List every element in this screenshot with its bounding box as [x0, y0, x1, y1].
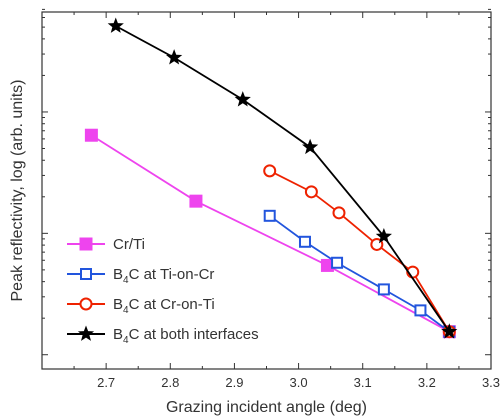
data-point	[414, 304, 427, 317]
plot-frame	[41, 11, 492, 370]
series-layer	[84, 17, 458, 339]
legend-item: B4C at both interfaces	[67, 325, 259, 346]
data-point	[302, 138, 319, 155]
data-point	[441, 323, 458, 339]
legend-label-rest: C at Cr-on-Ti	[129, 296, 215, 313]
data-point	[166, 49, 183, 65]
series-line	[269, 170, 451, 333]
series-line	[115, 25, 451, 333]
x-axis-label: Grazing incident angle (deg)	[166, 399, 367, 416]
x-tick-label: 3.3	[482, 375, 500, 390]
legend-item: Cr/Ti	[67, 236, 145, 253]
data-point	[304, 185, 318, 199]
x-tick-label: 2.9	[225, 375, 243, 390]
legend-label-rest: C at Ti-on-Cr	[129, 266, 215, 283]
data-point	[332, 206, 346, 220]
series-line	[90, 134, 450, 333]
legend-label-main: Cr/Ti	[113, 236, 145, 253]
x-tick-label: 3.2	[418, 375, 436, 390]
legend-marker	[79, 297, 93, 311]
data-point	[298, 235, 311, 248]
legend-label-subscript: 4	[123, 335, 129, 346]
data-point	[320, 258, 334, 272]
data-point	[234, 91, 251, 107]
series-filled-star	[107, 17, 458, 339]
data-point	[263, 209, 276, 222]
legend-label: Cr/Ti	[113, 236, 145, 253]
legend-marker	[79, 237, 93, 251]
x-tick-label: 3.1	[354, 375, 372, 390]
x-tick-label: 2.7	[97, 375, 115, 390]
data-point	[377, 283, 390, 296]
legend-label: B4C at both interfaces	[113, 326, 259, 346]
data-point	[375, 227, 392, 244]
legend-marker	[77, 325, 95, 341]
legend-item: B4C at Ti-on-Cr	[67, 266, 214, 286]
data-point	[84, 128, 98, 142]
legend-label-main: B	[113, 326, 123, 343]
legend-label: B4C at Ti-on-Cr	[113, 266, 214, 286]
data-point	[331, 256, 344, 269]
legend-item: B4C at Cr-on-Ti	[67, 296, 215, 316]
legend-label-main: B	[113, 296, 123, 313]
x-tick-label: 2.8	[161, 375, 179, 390]
legend-label-subscript: 4	[123, 275, 129, 286]
legend-label-main: B	[113, 266, 123, 283]
legend-label-subscript: 4	[123, 305, 129, 316]
x-tick-label: 3.0	[290, 375, 308, 390]
legend-label-rest: C at both interfaces	[129, 326, 259, 343]
data-point	[107, 17, 124, 33]
data-point	[263, 164, 277, 178]
data-point	[189, 194, 203, 208]
y-axis-label: Peak reflectivity, log (arb. units)	[9, 79, 26, 301]
legend-marker	[80, 268, 92, 280]
legend-label: B4C at Cr-on-Ti	[113, 296, 215, 316]
